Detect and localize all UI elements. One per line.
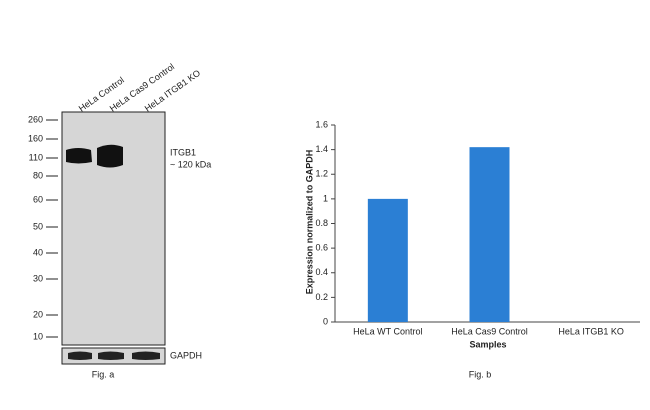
marker-label: 40 — [33, 247, 43, 257]
caption: Fig. a — [92, 369, 115, 379]
target-size: ~ 120 kDa — [170, 159, 211, 169]
marker-label: 20 — [33, 309, 43, 319]
y-tick-label: 0.4 — [315, 267, 328, 277]
y-tick-label: 0.2 — [315, 292, 328, 302]
y-tick-label: 1.6 — [315, 119, 328, 129]
caption: Fig. b — [469, 369, 492, 379]
y-tick-label: 0.8 — [315, 218, 328, 228]
y-tick-label: 0 — [323, 316, 328, 326]
bar — [469, 147, 510, 322]
marker-label: 30 — [33, 273, 43, 283]
marker-label: 60 — [33, 194, 43, 204]
target-label: ITGB1 — [170, 147, 196, 157]
y-tick-label: 1.2 — [315, 169, 328, 179]
marker-label: 10 — [33, 331, 43, 341]
marker-label: 80 — [33, 170, 43, 180]
marker-label: 50 — [33, 221, 43, 231]
y-tick-label: 0.6 — [315, 243, 328, 253]
bar — [367, 198, 408, 322]
x-tick-label: HeLa Cas9 Control — [451, 326, 528, 336]
band — [66, 148, 92, 164]
band — [98, 351, 124, 360]
x-tick-label: HeLa WT Control — [353, 326, 422, 336]
marker-label: 260 — [28, 114, 43, 124]
loading-label: GAPDH — [170, 350, 202, 360]
x-label: Samples — [469, 339, 506, 349]
x-tick-label: HeLa ITGB1 KO — [558, 326, 624, 336]
marker-label: 160 — [28, 133, 43, 143]
band — [132, 351, 160, 360]
band — [68, 351, 92, 360]
y-tick-label: 1.4 — [315, 144, 328, 154]
y-label: Expression normalized to GAPDH — [304, 150, 314, 295]
y-tick-label: 1 — [323, 193, 328, 203]
band — [97, 144, 123, 168]
marker-label: 110 — [29, 152, 43, 162]
